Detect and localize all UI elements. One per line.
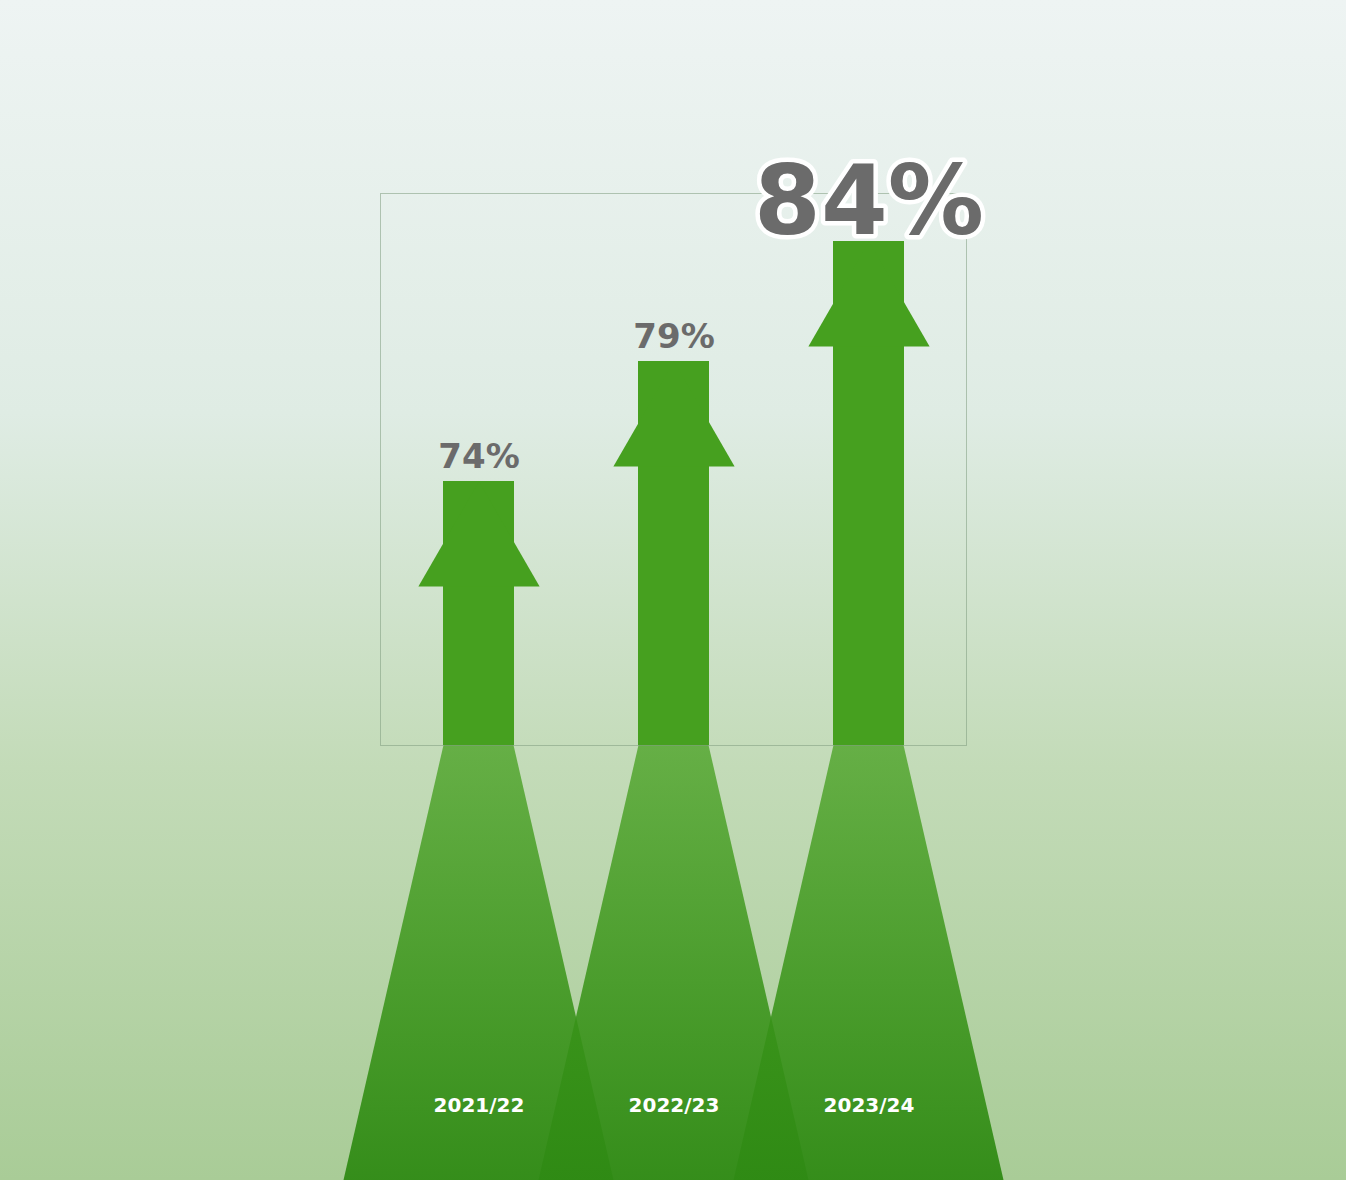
svg-text:2022/23: 2022/23 — [629, 1093, 720, 1117]
svg-text:74%: 74% — [438, 436, 519, 476]
svg-text:84%: 84% — [754, 145, 984, 257]
svg-text:79%: 79% — [633, 316, 714, 356]
svg-text:2023/24: 2023/24 — [824, 1093, 915, 1117]
svg-text:2021/22: 2021/22 — [434, 1093, 525, 1117]
